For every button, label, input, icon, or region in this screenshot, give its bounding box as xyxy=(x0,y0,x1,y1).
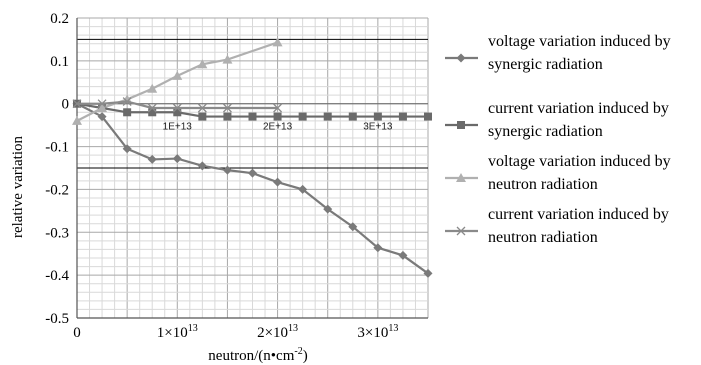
legend-label: synergic radiation xyxy=(488,56,603,73)
series-4 xyxy=(72,97,283,113)
y-tick-label: -0.5 xyxy=(45,311,69,327)
legend-swatch-marker xyxy=(456,53,466,63)
data-point xyxy=(97,99,107,109)
y-tick-label: -0.4 xyxy=(45,268,69,284)
data-point xyxy=(398,250,408,260)
data-point xyxy=(398,112,407,121)
data-point xyxy=(373,112,382,121)
data-point xyxy=(273,112,282,121)
legend-item: voltage variation induced by synergic rad… xyxy=(445,33,671,73)
data-point xyxy=(298,184,308,194)
y-tick-label: -0.1 xyxy=(45,140,69,156)
data-point xyxy=(348,112,357,121)
series-line xyxy=(76,41,278,122)
legend-swatch-marker xyxy=(456,226,466,236)
inner-x-tick-label: 3E+13 xyxy=(363,122,393,133)
data-point xyxy=(222,103,232,113)
x-axis-title: neutron/(n•cm-2) xyxy=(208,346,307,364)
data-point xyxy=(197,59,208,69)
series-group xyxy=(72,37,433,278)
data-point xyxy=(272,37,283,47)
legend-label: current variation induced by xyxy=(488,206,669,223)
data-point xyxy=(72,115,82,125)
data-point xyxy=(424,112,432,121)
data-point xyxy=(323,204,333,214)
y-tick-label: -0.2 xyxy=(45,182,69,198)
x-tick-label: 3×1013 xyxy=(357,323,398,341)
x-axis-title-end: ) xyxy=(303,348,308,364)
data-point xyxy=(122,97,132,107)
data-point xyxy=(323,112,332,121)
x-tick-label: 1×1013 xyxy=(157,323,198,341)
y-tick-label: -0.3 xyxy=(45,225,69,241)
data-point xyxy=(147,83,158,93)
y-tick-label: 0.1 xyxy=(50,54,69,70)
data-point xyxy=(147,154,157,164)
data-point xyxy=(172,154,182,164)
data-point xyxy=(197,103,207,113)
legend-label: neutron radiation xyxy=(488,229,598,246)
x-tick-label: 2×1013 xyxy=(257,323,298,341)
data-point xyxy=(148,108,157,117)
reference-lines xyxy=(77,38,428,169)
y-tick-label: 0 xyxy=(62,97,70,113)
data-point xyxy=(273,177,283,187)
x-tick-label: 0 xyxy=(73,325,81,341)
legend-label: synergic radiation xyxy=(488,123,603,140)
data-point xyxy=(97,112,107,122)
data-point xyxy=(222,54,233,64)
x-axis-title-text: neutron/(n•cm xyxy=(208,348,294,364)
legend-swatch-marker xyxy=(457,121,465,129)
data-point xyxy=(123,108,132,117)
data-point xyxy=(72,99,82,109)
data-point xyxy=(348,222,358,232)
series-line xyxy=(77,100,278,110)
y-tick-label: 0.2 xyxy=(50,11,69,27)
legend-label: voltage variation induced by xyxy=(488,33,671,50)
tick-labels: 0.20.10-0.1-0.2-0.3-0.4-0.50 1×1013 2×1013… xyxy=(45,11,398,341)
x-axis-title-sup: -2 xyxy=(294,346,302,357)
legend: voltage variation induced by synergic rad… xyxy=(445,33,671,246)
data-point xyxy=(197,161,207,171)
data-point xyxy=(172,103,182,113)
data-point xyxy=(223,112,232,121)
legend-label: voltage variation induced by xyxy=(488,153,671,170)
series-3 xyxy=(72,37,283,125)
data-point xyxy=(423,268,433,278)
inner-x-tick-label: 2E+13 xyxy=(263,122,293,133)
legend-item: current variation induced by synergic rad… xyxy=(445,100,669,140)
legend-item: voltage variation induced by neutron radi… xyxy=(445,153,671,193)
data-point xyxy=(298,112,307,121)
data-point xyxy=(248,168,257,178)
data-point xyxy=(172,70,183,80)
data-point xyxy=(222,165,232,175)
data-point xyxy=(273,103,283,113)
data-point xyxy=(248,112,257,121)
data-point xyxy=(373,243,383,253)
legend-swatch-marker xyxy=(456,173,466,182)
data-point xyxy=(147,103,157,113)
y-axis-title: relative variation xyxy=(10,135,26,238)
legend-item: current variation induced by neutron radi… xyxy=(445,206,669,246)
data-point xyxy=(122,144,132,154)
legend-label: current variation induced by xyxy=(488,100,669,117)
series-1 xyxy=(72,99,433,278)
data-point xyxy=(198,112,207,121)
inner-x-tick-label: 1E+13 xyxy=(163,122,193,133)
data-point xyxy=(173,108,182,117)
legend-label: neutron radiation xyxy=(488,176,598,193)
data-point xyxy=(97,103,108,112)
